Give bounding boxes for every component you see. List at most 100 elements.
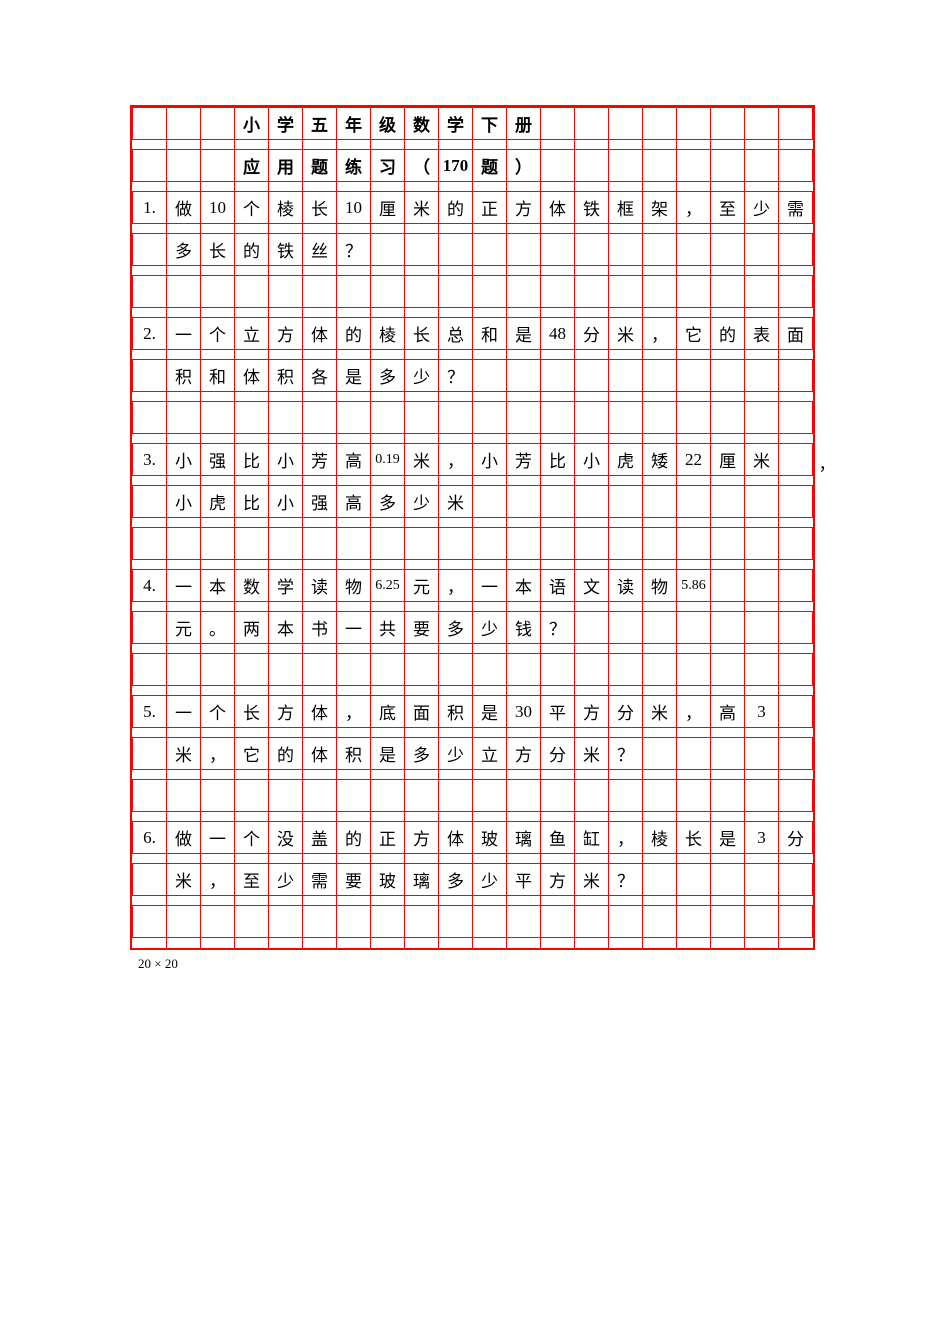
grid-cell — [609, 602, 643, 612]
grid-cell — [371, 528, 405, 560]
grid-cell — [541, 686, 575, 696]
grid-cell: 多 — [371, 486, 405, 518]
grid-cell: 少 — [473, 612, 507, 644]
grid-cell — [677, 812, 711, 822]
grid-cell — [439, 854, 473, 864]
grid-cell: 4. — [133, 570, 167, 602]
grid-cell — [405, 938, 439, 948]
grid-cell: 下 — [473, 108, 507, 140]
grid-cell — [167, 602, 201, 612]
grid-cell — [779, 770, 813, 780]
grid-cell: 的 — [235, 234, 269, 266]
grid-cell: 正 — [371, 822, 405, 854]
grid-cell — [303, 308, 337, 318]
grid-cell — [643, 276, 677, 308]
grid-cell — [473, 780, 507, 812]
grid-cell: 5. — [133, 696, 167, 728]
grid-cell — [473, 560, 507, 570]
grid-text-row: 5.一个长方体，底面积是30平方分米，高3 — [133, 696, 813, 728]
grid-cell — [507, 854, 541, 864]
grid-cell: 鱼 — [541, 822, 575, 854]
grid-cell — [677, 602, 711, 612]
grid-cell — [575, 906, 609, 938]
grid-cell — [507, 224, 541, 234]
grid-cell — [575, 528, 609, 560]
grid-cell: 个 — [201, 696, 235, 728]
grid-cell — [133, 402, 167, 434]
grid-cell — [643, 896, 677, 906]
grid-cell: ？ — [609, 738, 643, 770]
grid-cell: 少 — [269, 864, 303, 896]
grid-cell: ？ — [541, 612, 575, 644]
grid-cell — [473, 182, 507, 192]
grid-cell — [711, 276, 745, 308]
grid-cell — [473, 360, 507, 392]
grid-cell — [337, 560, 371, 570]
grid-cell — [235, 780, 269, 812]
grid-cell — [473, 906, 507, 938]
grid-cell — [575, 140, 609, 150]
grid-cell — [779, 224, 813, 234]
grid-cell — [745, 528, 779, 560]
grid-cell — [337, 728, 371, 738]
grid-cell — [507, 234, 541, 266]
grid-cell: 6.25 — [371, 570, 405, 602]
grid-cell — [235, 140, 269, 150]
grid-gap-row — [133, 140, 813, 150]
grid-cell — [405, 224, 439, 234]
grid-cell: 缸 — [575, 822, 609, 854]
grid-cell — [677, 234, 711, 266]
grid-cell — [711, 686, 745, 696]
grid-cell — [201, 224, 235, 234]
grid-cell: 平 — [541, 696, 575, 728]
grid-gap-row — [133, 308, 813, 318]
grid-cell — [711, 234, 745, 266]
grid-cell: 文 — [575, 570, 609, 602]
grid-cell — [303, 644, 337, 654]
grid-cell — [779, 486, 813, 518]
grid-cell — [711, 350, 745, 360]
grid-cell — [269, 182, 303, 192]
grid-cell — [235, 402, 269, 434]
grid-empty-row — [133, 906, 813, 938]
grid-cell — [133, 644, 167, 654]
grid-cell — [575, 476, 609, 486]
grid-cell — [405, 392, 439, 402]
grid-cell — [609, 360, 643, 392]
grid-cell — [269, 308, 303, 318]
grid-cell — [575, 728, 609, 738]
grid-cell: 3. — [133, 444, 167, 476]
grid-cell: 需 — [303, 864, 337, 896]
grid-cell: 做 — [167, 192, 201, 224]
grid-cell: 铁 — [575, 192, 609, 224]
grid-cell — [337, 812, 371, 822]
grid-gap-row — [133, 728, 813, 738]
grid-cell — [133, 854, 167, 864]
grid-cell — [779, 570, 813, 602]
grid-cell — [541, 812, 575, 822]
grid-cell — [541, 402, 575, 434]
grid-cell: 厘 — [711, 444, 745, 476]
grid-cell: 一 — [167, 696, 201, 728]
grid-cell — [711, 518, 745, 528]
grid-cell — [643, 728, 677, 738]
grid-cell — [167, 434, 201, 444]
grid-cell: 至 — [235, 864, 269, 896]
grid-empty-row — [133, 780, 813, 812]
grid-cell: 册 — [507, 108, 541, 140]
grid-cell: 学 — [269, 570, 303, 602]
grid-cell — [371, 266, 405, 276]
grid-cell — [133, 182, 167, 192]
grid-cell — [745, 654, 779, 686]
grid-cell — [405, 276, 439, 308]
grid-cell: 一 — [473, 570, 507, 602]
grid-cell — [337, 224, 371, 234]
grid-cell: 本 — [201, 570, 235, 602]
grid-cell — [473, 392, 507, 402]
grid-cell — [609, 486, 643, 518]
grid-cell — [337, 896, 371, 906]
grid-cell — [507, 308, 541, 318]
grid-cell: 面 — [405, 696, 439, 728]
grid-cell — [745, 476, 779, 486]
grid-cell — [201, 654, 235, 686]
